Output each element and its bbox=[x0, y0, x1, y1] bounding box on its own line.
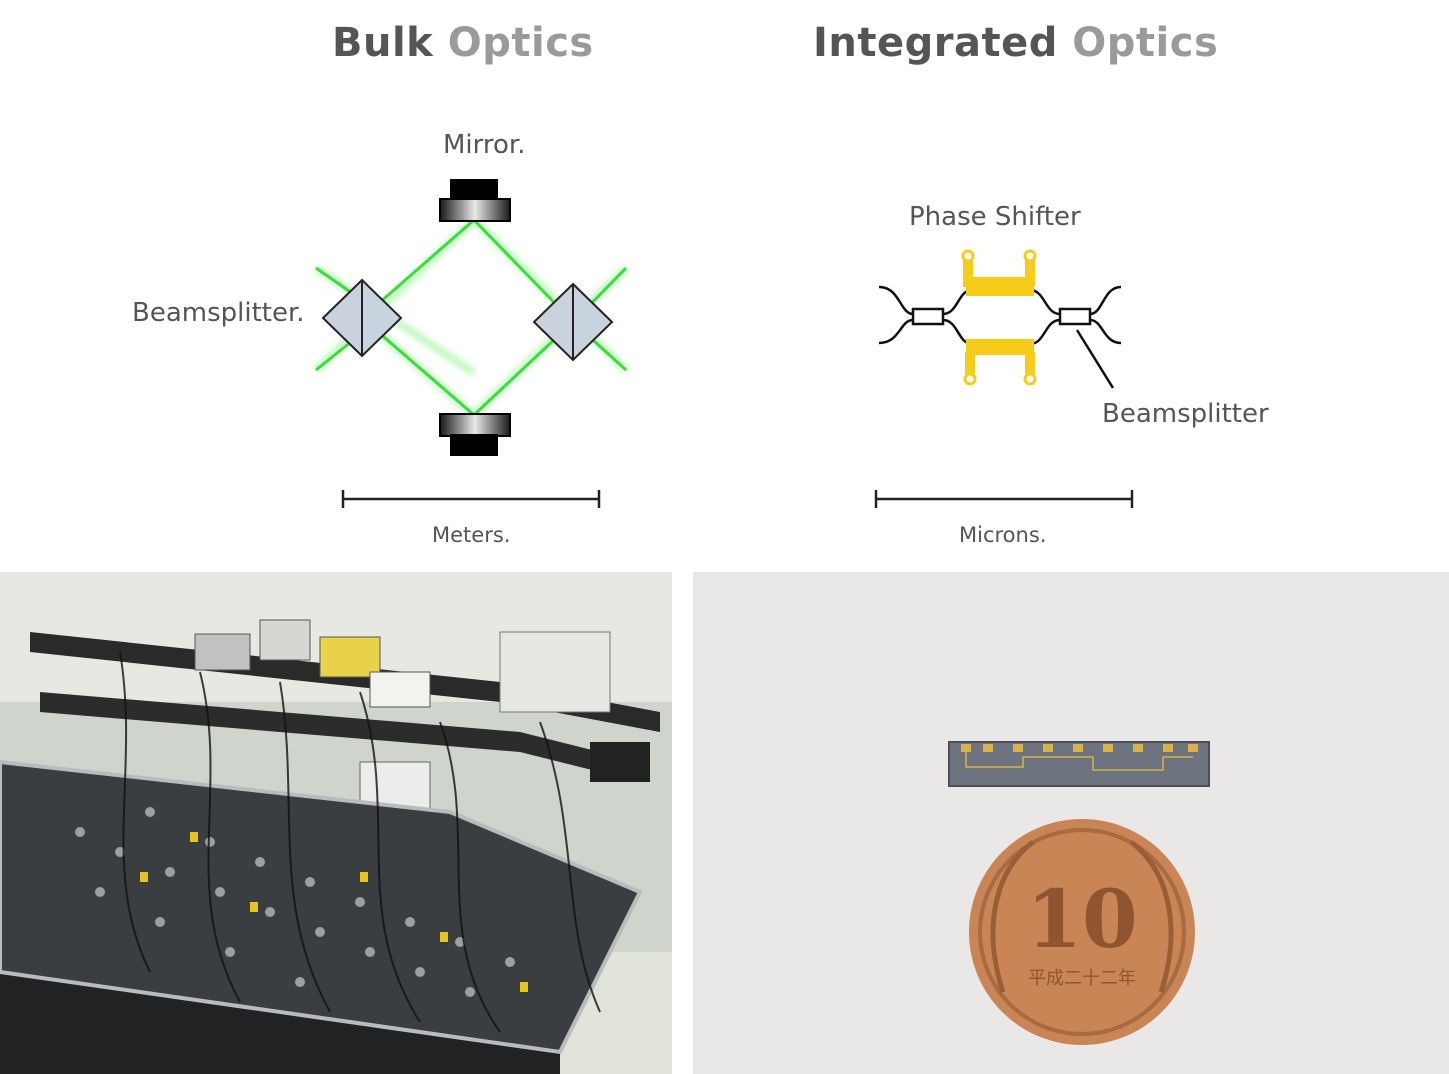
right-beamsplitter-icon bbox=[532, 282, 614, 362]
integrated-beamsplitter-label: Beamsplitter bbox=[1102, 399, 1269, 429]
top-mirror-icon bbox=[439, 179, 511, 222]
mirror-label: Mirror. bbox=[443, 130, 526, 160]
meters-scale-bar bbox=[341, 490, 601, 508]
optics-title-word: Optics bbox=[1072, 20, 1219, 66]
bulk-optics-title: Bulk Optics bbox=[332, 20, 594, 66]
ten-yen-coin-icon: 10 平成二十二年 bbox=[969, 819, 1195, 1045]
coin-value: 10 bbox=[1026, 872, 1137, 966]
bulk-title-word: Bulk bbox=[332, 20, 434, 66]
meters-scale-label: Meters. bbox=[432, 523, 511, 547]
bottom-mirror-icon bbox=[439, 413, 511, 456]
integrated-chip-photo: 10 平成二十二年 bbox=[693, 572, 1449, 1074]
microns-scale-bar bbox=[874, 490, 1134, 508]
phase-shifter-label: Phase Shifter bbox=[909, 202, 1081, 232]
microns-scale-label: Microns. bbox=[959, 523, 1047, 547]
optics-title-word: Optics bbox=[447, 20, 594, 66]
left-beamsplitter-icon bbox=[321, 278, 403, 358]
optics-diagrams bbox=[313, 179, 1134, 508]
integrated-title-word: Integrated bbox=[813, 20, 1058, 66]
bulk-optics-lab-photo bbox=[0, 572, 672, 1074]
coin-era-text: 平成二十二年 bbox=[1028, 968, 1136, 989]
photonic-chip-icon bbox=[948, 741, 1210, 787]
upper-phase-shifter-icon bbox=[961, 249, 1037, 296]
integrated-optics-title: Integrated Optics bbox=[813, 20, 1218, 66]
waveguide-circuit bbox=[878, 285, 1122, 389]
lower-phase-shifter-icon bbox=[963, 339, 1037, 386]
bulk-beamsplitter-label: Beamsplitter. bbox=[132, 298, 305, 328]
